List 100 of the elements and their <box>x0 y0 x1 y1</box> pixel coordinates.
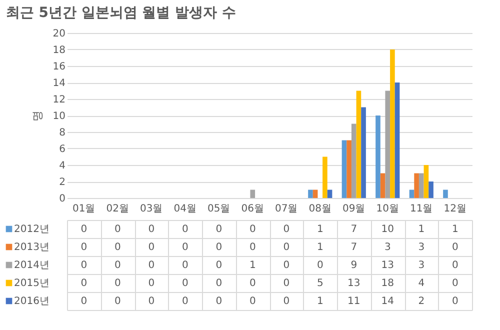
data-label: 14 <box>381 296 394 307</box>
bar <box>351 124 356 198</box>
data-label: 0 <box>452 260 458 271</box>
legend-label: 2016년 <box>14 296 50 307</box>
data-label: 9 <box>350 260 358 271</box>
data-label: 18 <box>381 278 394 289</box>
x-tick-label: 08월 <box>308 204 332 214</box>
bar <box>385 90 390 198</box>
data-label: 2 <box>418 296 425 307</box>
data-label: 0 <box>182 278 188 289</box>
bar <box>356 90 362 198</box>
y-tick-label: 20 <box>52 28 66 40</box>
data-label: 0 <box>283 224 290 235</box>
bar <box>390 50 395 198</box>
data-label: 0 <box>316 260 324 271</box>
data-label: 1 <box>316 224 324 235</box>
data-label: 0 <box>80 296 88 307</box>
data-label: 7 <box>350 224 358 235</box>
data-label: 4 <box>418 278 425 289</box>
y-tick-label: 6 <box>59 144 66 155</box>
y-tick-label: 10 <box>52 111 66 122</box>
bar <box>414 173 419 198</box>
data-label: 0 <box>148 278 155 289</box>
data-label: 0 <box>80 224 88 235</box>
y-tick-label: 14 <box>52 78 66 89</box>
data-label: 0 <box>283 260 290 271</box>
data-label: 0 <box>283 278 290 289</box>
data-label: 0 <box>249 296 256 307</box>
bar <box>346 140 352 198</box>
chart-title: 최근 5년간 일본뇌염 월별 발생자 수 <box>6 5 236 21</box>
data-label: 0 <box>148 296 155 307</box>
y-axis-title: 명 <box>30 110 44 122</box>
bar <box>376 116 380 198</box>
bar <box>322 156 328 198</box>
x-tick-label: 09월 <box>342 204 366 214</box>
data-label: 0 <box>452 296 458 307</box>
data-label: 0 <box>148 224 155 235</box>
data-label: 0 <box>216 242 222 253</box>
bar <box>342 140 347 198</box>
data-label: 0 <box>114 224 121 235</box>
data-label: 3 <box>418 260 425 271</box>
data-label: 0 <box>452 278 458 289</box>
y-tick-label: 16 <box>52 62 66 72</box>
x-tick-label: 02월 <box>106 204 129 214</box>
data-label: 1 <box>316 242 324 253</box>
data-label: 0 <box>114 296 121 307</box>
x-tick-label: 12월 <box>444 204 466 214</box>
data-label: 0 <box>182 224 188 235</box>
data-label: 0 <box>249 224 256 235</box>
x-tick-label: 01월 <box>72 204 96 214</box>
data-label: 0 <box>182 260 188 271</box>
x-tick-label: 11월 <box>410 204 433 214</box>
data-label: 0 <box>216 278 222 289</box>
bar <box>394 82 400 198</box>
data-label: 5 <box>316 278 324 289</box>
bar <box>418 173 424 198</box>
data-label: 13 <box>348 278 360 289</box>
data-label: 0 <box>80 278 88 289</box>
legend-label: 2014년 <box>14 260 50 271</box>
data-label: 0 <box>283 296 290 307</box>
x-tick-label: 06월 <box>241 204 264 214</box>
data-label: 3 <box>418 242 425 253</box>
x-tick-label: 10월 <box>376 204 399 214</box>
bar <box>409 190 414 198</box>
bar <box>312 190 318 198</box>
data-label: 3 <box>384 242 391 253</box>
data-label: 10 <box>381 224 394 235</box>
data-label: 0 <box>216 224 222 235</box>
legend-label: 2013년 <box>14 242 50 253</box>
bar <box>424 165 429 198</box>
y-tick-label: 18 <box>52 45 66 56</box>
data-label: 0 <box>216 296 222 307</box>
bar <box>380 173 386 198</box>
data-label: 0 <box>452 242 458 253</box>
x-tick-label: 07월 <box>275 204 298 214</box>
data-label: 0 <box>114 242 121 253</box>
y-tick-label: 8 <box>59 128 66 138</box>
data-label: 0 <box>249 242 256 253</box>
legend-label: 2015년 <box>14 278 50 289</box>
data-label: 0 <box>283 242 290 253</box>
y-tick-label: 2 <box>59 177 66 188</box>
data-label: 11 <box>348 296 360 307</box>
bar <box>361 107 366 198</box>
y-tick-label: 4 <box>59 160 66 172</box>
data-label: 1 <box>418 224 425 235</box>
data-label: 0 <box>216 260 222 271</box>
bar <box>250 190 256 198</box>
data-label: 1 <box>452 224 458 235</box>
data-label: 0 <box>148 260 155 271</box>
bar <box>308 190 313 198</box>
data-label: 0 <box>80 260 88 271</box>
data-label: 0 <box>114 278 121 289</box>
legend-label: 2012년 <box>14 224 50 235</box>
y-tick-label: 12 <box>52 94 66 106</box>
data-label: 7 <box>350 242 358 253</box>
bar <box>327 190 332 198</box>
bar <box>428 182 434 198</box>
data-label: 0 <box>182 296 188 307</box>
x-tick-label: 04월 <box>174 204 196 214</box>
x-tick-label: 03월 <box>140 204 163 214</box>
